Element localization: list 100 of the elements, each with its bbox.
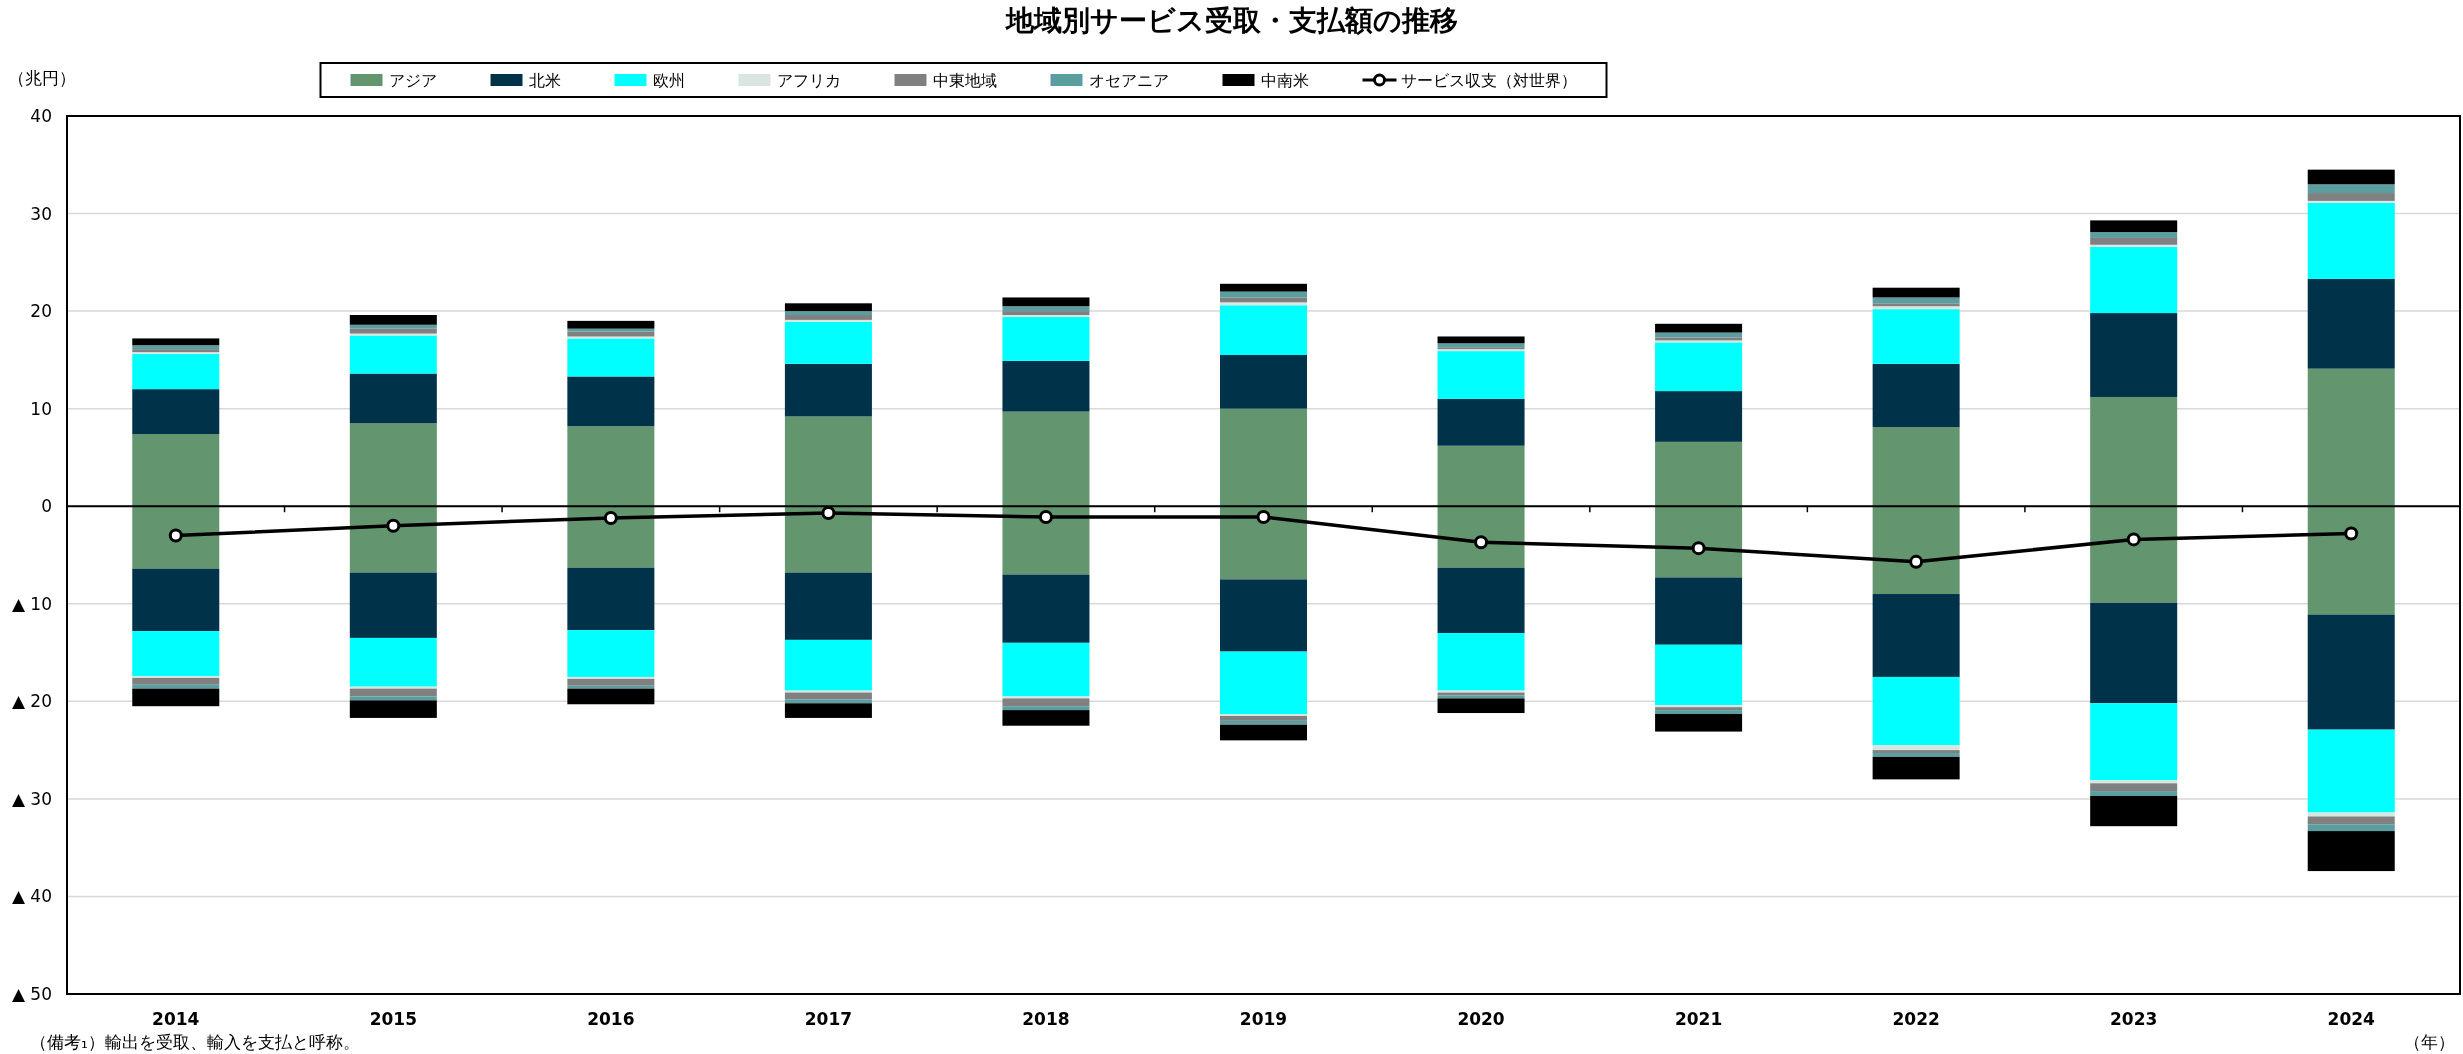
y-tick-label: ▲ 40 <box>11 886 52 907</box>
bar <box>1219 715 1308 721</box>
bar <box>1872 676 1960 746</box>
bar <box>132 684 220 689</box>
bar <box>1002 311 1090 316</box>
bar <box>567 338 655 377</box>
bar <box>1872 506 1960 595</box>
bar <box>2307 184 2395 194</box>
bar <box>1872 594 1960 677</box>
bar <box>349 506 437 573</box>
bar <box>2090 246 2178 314</box>
bar <box>1437 698 1525 714</box>
bar <box>567 376 655 427</box>
bar <box>784 363 872 417</box>
bar <box>1219 651 1308 715</box>
bar <box>1872 427 1960 507</box>
bar <box>567 630 655 677</box>
bar <box>1437 351 1525 399</box>
point <box>168 528 183 543</box>
bar <box>2090 396 2178 507</box>
bar <box>567 426 655 507</box>
text: （備考₁）輸出を受取、輸入を支払と呼称。 <box>30 1032 360 1052</box>
bar <box>1219 302 1308 306</box>
bar <box>1002 574 1090 643</box>
bar <box>132 338 220 346</box>
bar <box>349 423 437 507</box>
bar <box>132 345 220 350</box>
bar <box>349 373 437 424</box>
point <box>1691 541 1706 556</box>
bar <box>784 303 872 312</box>
bar <box>1002 642 1090 697</box>
chart-title: 地域別サービス受取・支払額の推移 <box>1003 4 1458 37</box>
y-tick-label: 10 <box>30 398 52 419</box>
point <box>2126 532 2141 547</box>
y-tick-label: 0 <box>41 496 52 517</box>
bar <box>1002 506 1090 575</box>
x-tick-label: 2021 <box>1674 1009 1723 1029</box>
bar <box>2090 220 2178 233</box>
legend-label: オセアニア <box>1088 71 1169 90</box>
bar <box>2307 278 2395 369</box>
bar <box>567 567 655 631</box>
bar <box>1437 398 1525 446</box>
bar <box>1219 283 1308 292</box>
bar <box>567 328 655 332</box>
bar <box>2090 602 2178 704</box>
bar <box>2307 824 2395 832</box>
bar <box>132 631 220 676</box>
bar <box>132 677 220 685</box>
bar <box>1437 567 1525 634</box>
bar <box>2090 791 2178 796</box>
x-tick-label: 2018 <box>1022 1009 1070 1029</box>
bar <box>132 688 220 707</box>
y-tick-label: 20 <box>30 301 52 322</box>
bar <box>349 572 437 638</box>
x-tick-label: 2022 <box>1892 1009 1940 1029</box>
bar <box>132 568 220 632</box>
bar <box>1655 323 1743 333</box>
bar <box>1002 360 1090 412</box>
bar <box>1002 306 1090 312</box>
bar <box>1219 724 1308 741</box>
bar <box>1219 408 1308 507</box>
bar <box>349 328 437 334</box>
bar <box>2090 237 2178 245</box>
point <box>1474 535 1489 550</box>
bar <box>1437 445 1525 507</box>
bar <box>2307 506 2395 615</box>
x-tick-label: 2014 <box>152 1009 200 1029</box>
bar <box>1002 297 1090 307</box>
bar <box>2090 313 2178 397</box>
bar <box>567 688 655 705</box>
bar <box>2307 831 2395 872</box>
bar <box>1655 644 1743 706</box>
bar <box>2307 169 2395 185</box>
bar <box>2307 729 2395 813</box>
bar <box>2307 368 2395 507</box>
bar <box>1219 720 1308 725</box>
bar <box>1655 577 1743 645</box>
bar <box>2307 614 2395 730</box>
bar <box>132 389 220 435</box>
bar <box>784 321 872 364</box>
legend-label: 北米 <box>528 71 561 90</box>
bar <box>349 315 437 325</box>
bar <box>349 324 437 329</box>
bar <box>349 700 437 718</box>
bar <box>1002 710 1090 726</box>
point <box>1909 554 1924 569</box>
bar <box>349 696 437 701</box>
bar <box>349 688 437 697</box>
bar <box>567 678 655 686</box>
bar <box>1219 506 1308 580</box>
bar <box>1437 633 1525 691</box>
bar <box>2090 783 2178 792</box>
legend-label: 中東地域 <box>932 71 997 90</box>
x-tick-label: 2020 <box>1457 1009 1505 1029</box>
bar <box>1437 336 1525 344</box>
point <box>1038 509 1053 524</box>
bar <box>784 506 872 573</box>
bar <box>1655 342 1743 392</box>
bar <box>1655 710 1743 715</box>
point <box>603 510 618 525</box>
